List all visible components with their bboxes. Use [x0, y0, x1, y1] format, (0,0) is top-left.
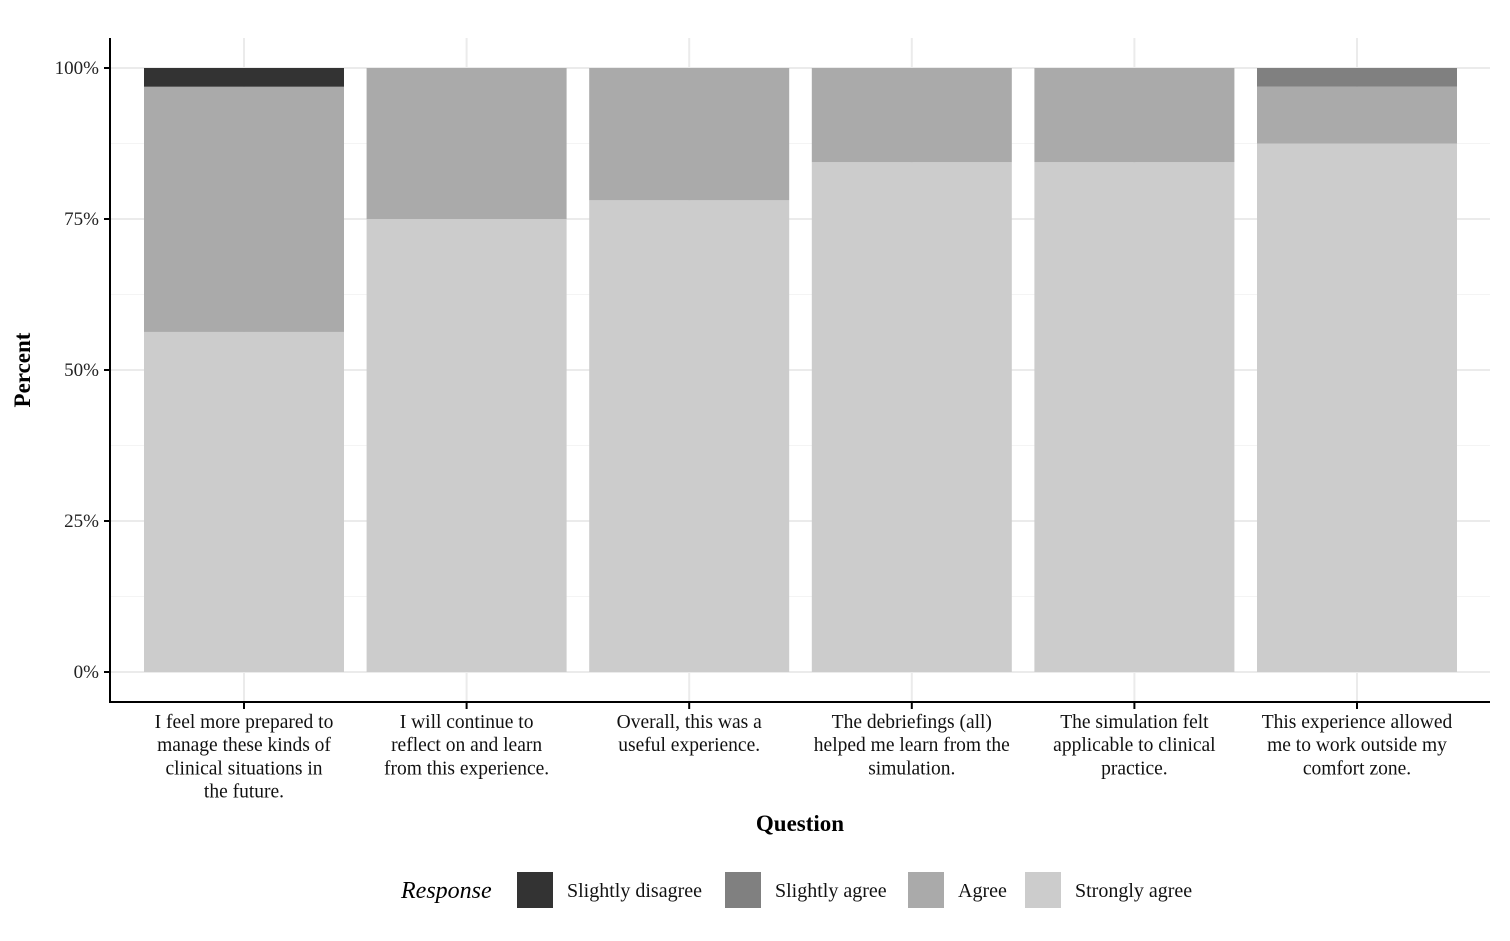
bar-segment	[366, 219, 567, 672]
bar-segment	[144, 331, 344, 672]
legend-swatch	[908, 872, 944, 908]
y-tick-label: 75%	[64, 209, 99, 230]
legend-swatch	[725, 872, 761, 908]
bar-segment	[589, 200, 790, 672]
x-tick-label: Overall, this was a	[617, 712, 762, 733]
x-tick-label: clinical situations in	[165, 758, 322, 779]
legend-label: Agree	[958, 880, 1007, 902]
x-tick-label: applicable to clinical	[1053, 735, 1216, 756]
legend-swatch	[1025, 872, 1061, 908]
x-tick-label: This experience allowed	[1262, 712, 1453, 733]
bar-segment	[589, 68, 790, 201]
y-tick-label: 100%	[55, 58, 100, 79]
y-ticks: 0% 25% 50% 75% 100%	[55, 58, 110, 683]
y-tick-label: 25%	[64, 511, 99, 532]
x-tick-label: I will continue to	[400, 712, 534, 733]
x-tick-label: The debriefings (all)	[832, 712, 992, 733]
x-tick-label: simulation.	[868, 758, 955, 779]
legend-title: Response	[400, 878, 492, 904]
bar-segment	[811, 68, 1012, 163]
x-tick-label: from this experience.	[384, 758, 549, 779]
bar-segment	[144, 68, 344, 87]
bar-segment	[811, 162, 1012, 672]
bar-segment	[1257, 143, 1457, 672]
x-tick-label: comfort zone.	[1303, 758, 1411, 779]
legend-label: Slightly agree	[775, 880, 887, 902]
x-tick-label: the future.	[204, 782, 284, 803]
legend: Response Slightly disagree Slightly agree…	[400, 872, 1192, 908]
bar-segment	[366, 68, 567, 219]
x-tick-label: The simulation felt	[1060, 712, 1209, 733]
bar-segment	[1257, 86, 1457, 144]
x-tick-label: useful experience.	[618, 735, 760, 756]
bar-segment	[1034, 162, 1235, 672]
bar-segment	[1257, 68, 1457, 87]
bars	[144, 68, 1457, 672]
x-tick-label: me to work outside my	[1267, 735, 1447, 756]
x-tick-label: manage these kinds of	[157, 735, 331, 756]
x-tick-label: practice.	[1101, 758, 1168, 779]
y-axis-title: Percent	[10, 332, 35, 407]
legend-label: Strongly agree	[1075, 880, 1192, 902]
y-tick-label: 0%	[74, 662, 100, 683]
x-tick-label: helped me learn from the	[814, 735, 1010, 756]
legend-swatch	[517, 872, 553, 908]
bar-segment	[144, 86, 344, 332]
x-tick-label: reflect on and learn	[391, 735, 542, 756]
y-tick-label: 50%	[64, 360, 99, 381]
x-tick-label: I feel more prepared to	[155, 712, 334, 733]
legend-label: Slightly disagree	[567, 880, 702, 902]
bar-segment	[1034, 68, 1235, 163]
x-axis-title: Question	[756, 811, 844, 836]
